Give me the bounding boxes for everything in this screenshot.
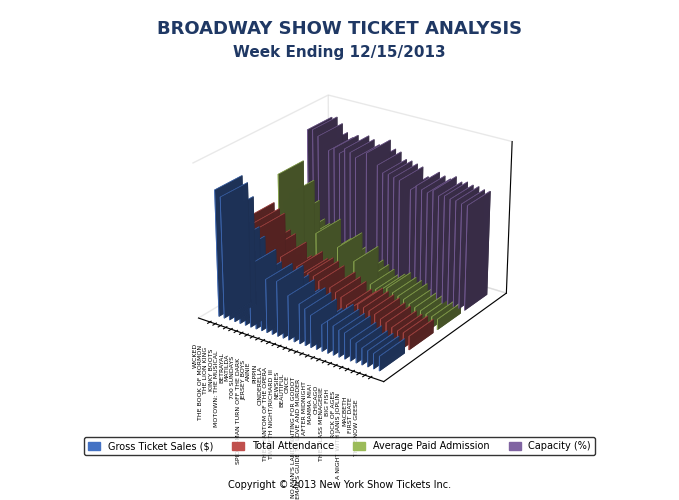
Text: Copyright © 2013 New York Show Tickets Inc.: Copyright © 2013 New York Show Tickets I… (228, 480, 451, 490)
Text: BROADWAY SHOW TICKET ANALYSIS: BROADWAY SHOW TICKET ANALYSIS (157, 20, 522, 38)
Text: Week Ending 12/15/2013: Week Ending 12/15/2013 (233, 45, 446, 60)
Legend: Gross Ticket Sales ($), Total Attendance, Average Paid Admission, Capacity (%): Gross Ticket Sales ($), Total Attendance… (84, 438, 595, 455)
